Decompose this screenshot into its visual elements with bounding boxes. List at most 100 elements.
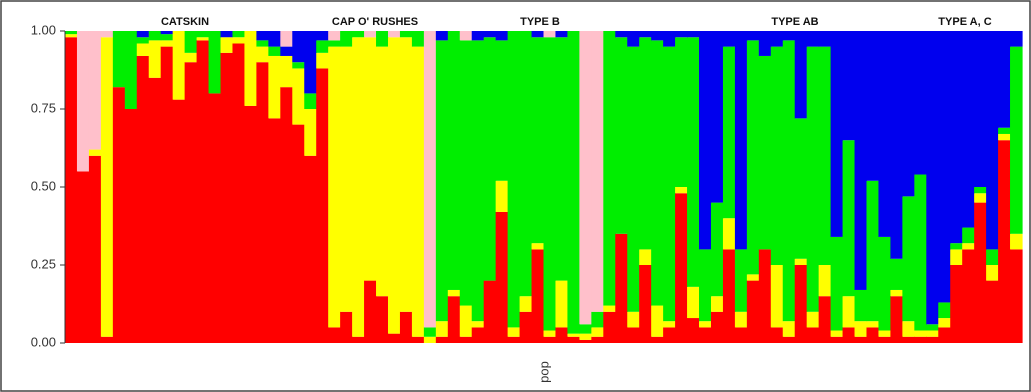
bar-segment bbox=[675, 31, 688, 38]
bar-segment bbox=[710, 311, 724, 343]
bar-segment bbox=[447, 31, 461, 290]
bar-segment bbox=[495, 31, 509, 41]
bar-segment bbox=[555, 37, 569, 281]
bar-segment bbox=[483, 37, 497, 281]
bar-segment bbox=[100, 31, 114, 38]
bar-segment bbox=[507, 336, 521, 343]
bar-segment bbox=[687, 37, 700, 287]
bar-segment bbox=[878, 330, 892, 337]
bar-segment bbox=[519, 311, 533, 343]
bar-segment bbox=[687, 286, 700, 319]
bar-segment bbox=[579, 31, 592, 325]
bar-segment bbox=[148, 77, 162, 344]
bar-segment bbox=[471, 31, 485, 41]
bar-segment bbox=[734, 249, 748, 312]
bar-segment bbox=[232, 43, 246, 343]
bar-segment bbox=[603, 305, 616, 312]
bar-segment bbox=[639, 31, 652, 38]
bar-segment bbox=[280, 55, 293, 88]
bar-segment bbox=[376, 46, 389, 297]
bar-segment bbox=[352, 37, 365, 337]
bar-segment bbox=[76, 31, 90, 172]
bar-segment bbox=[627, 311, 640, 328]
bar-segment bbox=[734, 327, 748, 343]
bar-segment bbox=[782, 31, 796, 41]
bar-segment bbox=[806, 311, 820, 328]
bar-segment bbox=[268, 55, 281, 119]
bar-segment bbox=[244, 31, 257, 106]
bar-segment bbox=[663, 31, 676, 47]
bar-segment bbox=[818, 265, 832, 297]
bar-segment bbox=[196, 31, 210, 38]
bar-segment bbox=[304, 155, 317, 343]
bar-segment bbox=[328, 40, 341, 47]
bar-segment bbox=[890, 258, 903, 290]
bar-segment bbox=[459, 31, 473, 41]
bar-segment bbox=[364, 37, 377, 281]
bar-segment bbox=[495, 40, 509, 181]
bar-segment bbox=[423, 31, 437, 328]
bar-segment bbox=[687, 31, 700, 38]
bar-segment bbox=[842, 31, 856, 141]
bar-segment bbox=[962, 243, 975, 250]
bar-segment bbox=[806, 46, 820, 312]
bar-segment bbox=[340, 46, 353, 312]
bar-segment bbox=[842, 327, 856, 343]
bar-segment bbox=[974, 31, 987, 187]
bar-segment bbox=[699, 321, 712, 328]
x-axis-label: pop bbox=[536, 361, 551, 383]
bar-segment bbox=[938, 31, 951, 303]
bar-segment bbox=[902, 321, 915, 337]
bar-segment bbox=[184, 52, 198, 63]
bar-segment bbox=[794, 258, 808, 265]
bar-segment bbox=[579, 339, 592, 343]
group-label: TYPE B bbox=[520, 16, 560, 28]
bar-segment bbox=[842, 296, 856, 328]
bar-segment bbox=[627, 31, 640, 47]
bar-segment bbox=[531, 31, 545, 38]
bar-segment bbox=[986, 280, 999, 343]
bar-segment bbox=[65, 37, 78, 344]
group-label: CAP O' RUSHES bbox=[332, 16, 418, 28]
bar-segment bbox=[758, 31, 772, 56]
bar-segment bbox=[615, 31, 628, 38]
bar-segment bbox=[758, 55, 772, 250]
bar-segment bbox=[699, 249, 712, 322]
bar-segment bbox=[244, 105, 257, 343]
bar-segment bbox=[914, 31, 927, 175]
bar-segment bbox=[890, 296, 903, 343]
bar-segment bbox=[316, 52, 329, 69]
bar-segment bbox=[340, 31, 353, 47]
bar-segment bbox=[1010, 233, 1023, 250]
bar-segment bbox=[914, 174, 927, 331]
bar-segment bbox=[459, 336, 473, 343]
bar-segment bbox=[65, 31, 78, 35]
bar-segment bbox=[88, 149, 102, 156]
bar-segment bbox=[615, 233, 628, 343]
bar-segment bbox=[854, 336, 868, 343]
bar-segment bbox=[627, 327, 640, 343]
bar-segment bbox=[555, 31, 569, 38]
bar-segment bbox=[172, 31, 186, 100]
bar-segment bbox=[555, 327, 569, 343]
bar-segment bbox=[663, 46, 676, 322]
bar-segment bbox=[160, 31, 174, 35]
bar-segment bbox=[782, 321, 796, 337]
bar-segment bbox=[591, 327, 604, 337]
bar-segment bbox=[88, 155, 102, 343]
bar-segment bbox=[746, 274, 760, 281]
bar-segment bbox=[567, 31, 580, 334]
bar-segment bbox=[280, 46, 293, 56]
bar-segment bbox=[710, 202, 724, 297]
bar-segment bbox=[555, 280, 569, 328]
bar-segment bbox=[328, 31, 341, 41]
bar-segment bbox=[65, 34, 78, 38]
bar-segment bbox=[854, 321, 868, 337]
bar-segment bbox=[220, 52, 234, 344]
bar-segment bbox=[734, 31, 748, 250]
bar-segment bbox=[459, 40, 473, 306]
bar-segment bbox=[902, 336, 915, 343]
bar-segment bbox=[435, 40, 449, 322]
bar-segment bbox=[639, 37, 652, 250]
bar-segment bbox=[794, 118, 808, 259]
